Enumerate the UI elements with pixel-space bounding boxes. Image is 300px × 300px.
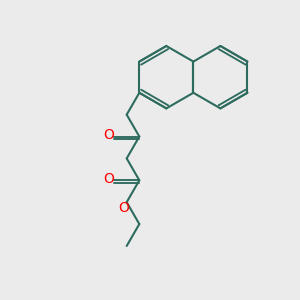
Text: O: O	[103, 172, 114, 186]
Text: O: O	[103, 128, 114, 142]
Text: O: O	[118, 200, 129, 214]
